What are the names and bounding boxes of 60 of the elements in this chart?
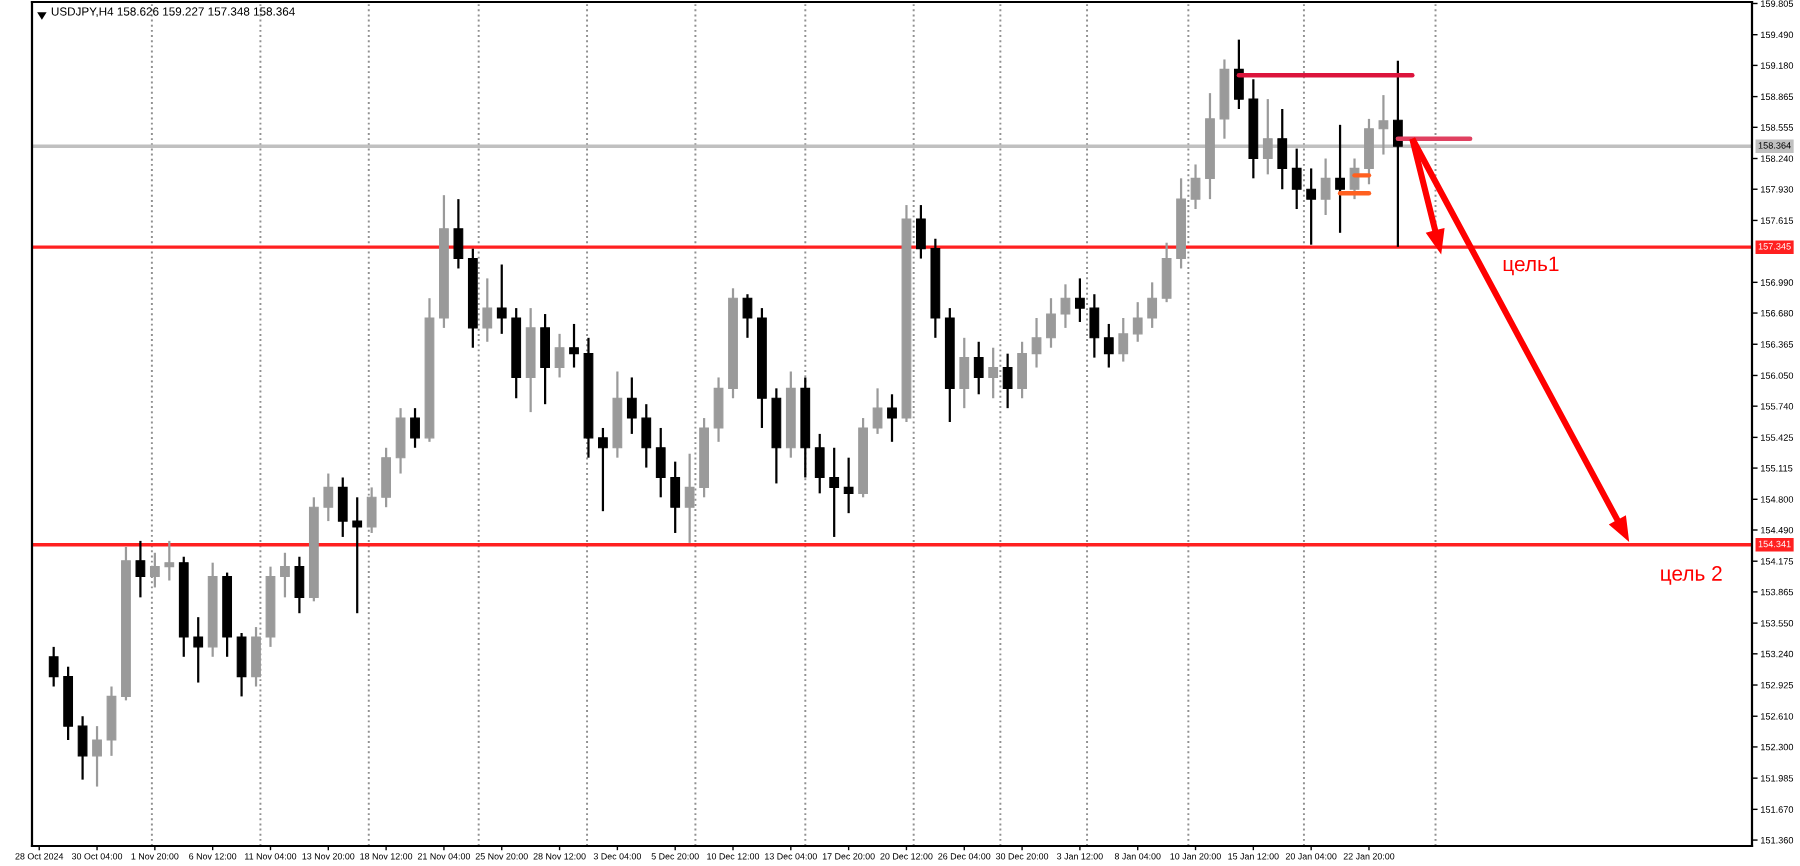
annotation: цель 2	[1661, 566, 1722, 585]
candlestick	[1118, 316, 1129, 363]
candlestick	[1060, 283, 1071, 330]
candlestick	[1320, 157, 1331, 217]
candlestick	[814, 432, 825, 495]
candlestick	[453, 198, 464, 270]
candlestick	[381, 446, 392, 509]
candlestick	[829, 446, 840, 539]
candlestick	[1147, 281, 1158, 330]
candlestick	[916, 203, 926, 260]
candlestick	[655, 426, 666, 499]
candlestick	[1291, 147, 1302, 211]
candlestick	[554, 332, 565, 379]
candlestick	[77, 715, 88, 781]
candlestick	[887, 393, 897, 443]
candlestick	[1017, 340, 1027, 400]
candlestick	[1031, 316, 1042, 369]
candlestick	[1277, 107, 1288, 191]
candlestick	[713, 376, 724, 443]
candlestick	[626, 376, 637, 436]
candlestick	[569, 322, 579, 369]
candlestick	[1161, 241, 1172, 304]
candlestick	[294, 555, 305, 615]
candlestick	[1364, 117, 1374, 186]
candlestick	[1335, 123, 1345, 234]
candlestick	[843, 456, 854, 515]
candlestick	[410, 407, 420, 449]
candlestick	[670, 460, 681, 535]
candlestick	[742, 293, 753, 339]
candlestick	[1089, 293, 1100, 359]
candlestick	[323, 472, 334, 523]
candlestick	[872, 387, 883, 436]
candlestick	[280, 551, 290, 599]
candlestick	[164, 539, 175, 582]
candlestick	[1002, 352, 1013, 410]
candlestick	[1262, 97, 1273, 176]
candlestick	[959, 336, 970, 410]
candlestick	[1075, 277, 1085, 324]
candlestick	[337, 476, 348, 539]
candlestick	[92, 725, 102, 788]
candlestick	[193, 616, 204, 684]
candlestick	[540, 312, 551, 406]
candlestick	[135, 539, 146, 599]
candlestick	[1132, 301, 1143, 343]
candlestick	[1306, 167, 1317, 246]
candlestick	[1103, 322, 1114, 369]
candlestick	[106, 685, 117, 757]
candlestick	[496, 263, 507, 335]
annotation: цель1	[1503, 256, 1559, 276]
candlestick	[598, 426, 608, 513]
candlestick	[641, 403, 652, 469]
candlestick	[48, 645, 59, 688]
candlestick	[973, 340, 984, 396]
candlestick	[1046, 297, 1056, 349]
candlestick	[1378, 94, 1389, 156]
candlestick	[236, 631, 247, 698]
candlestick	[1392, 59, 1403, 248]
candlestick	[1233, 38, 1244, 111]
candlestick	[395, 407, 406, 475]
candlestick	[352, 496, 363, 615]
